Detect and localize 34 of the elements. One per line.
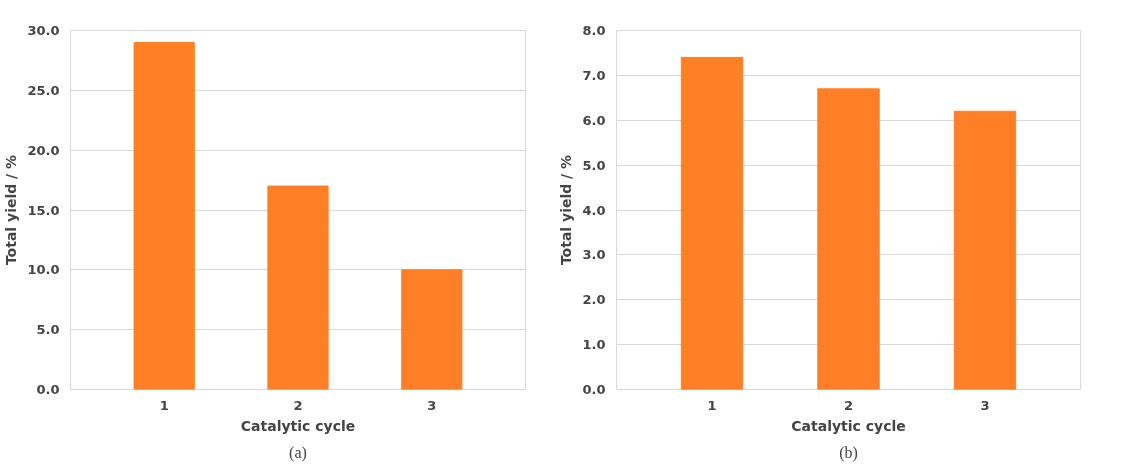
x-tick-label: 2 bbox=[293, 397, 303, 413]
x-tick-label: 3 bbox=[427, 397, 437, 413]
bar bbox=[953, 110, 1017, 390]
y-tick-label: 7.0 bbox=[582, 67, 606, 83]
y-tick-label: 5.0 bbox=[582, 157, 606, 173]
y-tick-label: 8.0 bbox=[582, 23, 606, 38]
bar bbox=[401, 269, 463, 390]
y-tick-label: 1.0 bbox=[582, 337, 606, 353]
text: (b) bbox=[839, 443, 858, 462]
y-tick-label: 6.0 bbox=[582, 112, 606, 128]
y-tick-label: 3.0 bbox=[582, 247, 606, 263]
y-tick-label: 10.0 bbox=[27, 262, 60, 278]
x-tick-label: 3 bbox=[980, 397, 990, 413]
x-tick-label: 2 bbox=[843, 397, 854, 413]
x-tick-label: 1 bbox=[707, 397, 717, 413]
y-tick-label: 20.0 bbox=[27, 142, 60, 158]
y-tick-label: 25.0 bbox=[27, 82, 60, 98]
x-axis-title: Catalytic cycle bbox=[240, 417, 356, 434]
y-tick-label: 0.0 bbox=[582, 382, 606, 397]
bar bbox=[267, 185, 329, 390]
text: (a) bbox=[289, 443, 307, 462]
bar bbox=[680, 56, 744, 390]
y-axis-title: Total yield / % bbox=[3, 154, 20, 266]
y-tick-label: 15.0 bbox=[27, 202, 60, 218]
bar bbox=[817, 88, 880, 390]
y-tick-label: 5.0 bbox=[36, 322, 60, 338]
bar bbox=[133, 41, 195, 390]
y-tick-label: 0.0 bbox=[36, 382, 60, 397]
x-tick-label: 1 bbox=[159, 397, 169, 413]
y-tick-label: 2.0 bbox=[582, 292, 606, 308]
x-axis-title: Catalytic cycle bbox=[791, 417, 906, 434]
y-axis-title: Total yield / % bbox=[558, 154, 575, 266]
y-tick-label: 30.0 bbox=[27, 23, 60, 38]
y-tick-label: 4.0 bbox=[582, 202, 606, 218]
